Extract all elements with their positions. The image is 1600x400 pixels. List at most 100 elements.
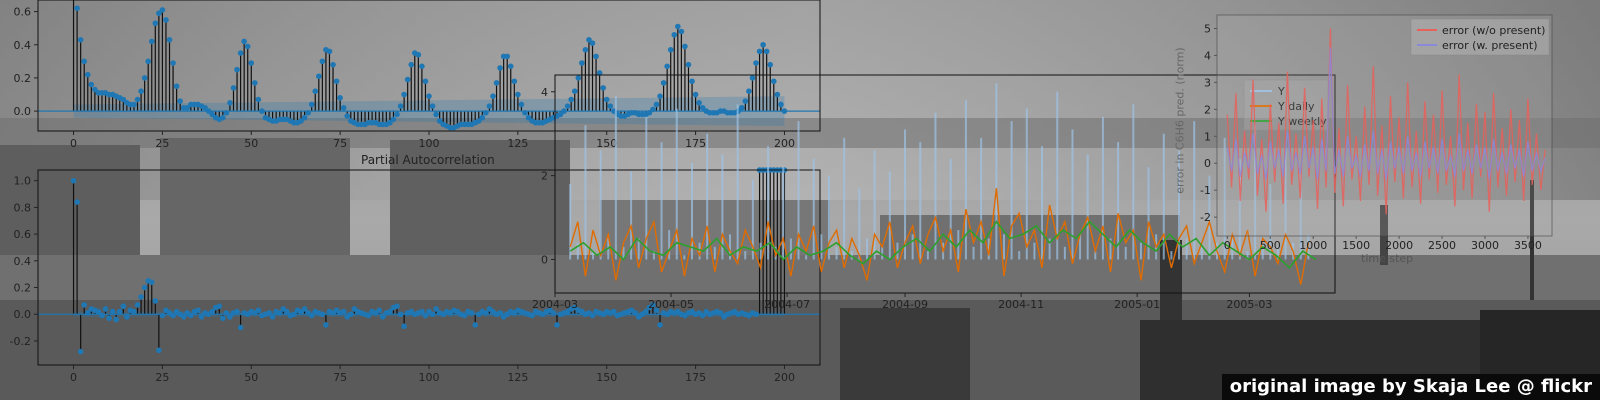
stem-marker — [497, 65, 503, 71]
x-tick-label: 125 — [507, 137, 528, 150]
y-tick-label: 2 — [541, 170, 548, 183]
stem-marker — [376, 307, 383, 314]
stem-marker — [120, 96, 127, 103]
stem-marker — [116, 308, 123, 315]
error-legend: error (w/o present) error (w. present) — [1410, 18, 1550, 56]
x-tick-label: 2004-03 — [532, 298, 578, 311]
stem-marker — [234, 308, 240, 315]
stem-marker — [81, 302, 88, 308]
x-tick-label: 2000 — [1385, 239, 1413, 252]
stem-marker — [415, 51, 422, 58]
stem-marker — [209, 111, 215, 118]
x-tick-label: 25 — [155, 371, 169, 384]
stem-marker — [120, 303, 127, 310]
stem-marker — [148, 279, 155, 285]
acf-chart: 0 25 50 75 100 125 150 175 200 0.0 0.2 0.4 0.6 — [14, 0, 821, 150]
stem-marker — [739, 104, 745, 111]
stem-marker — [756, 48, 763, 55]
stem-marker — [166, 36, 173, 43]
x-tick-label: 0 — [70, 371, 77, 384]
stem-marker — [170, 60, 176, 66]
error-frame — [1216, 14, 1553, 237]
stem-marker — [74, 5, 80, 12]
x-tick-label: 25 — [155, 137, 169, 150]
stem-marker — [611, 308, 617, 315]
stem-marker — [564, 103, 571, 109]
stem-marker — [404, 76, 411, 83]
stem-marker — [234, 66, 240, 73]
error-lines — [1226, 28, 1546, 215]
stem-marker — [255, 96, 262, 103]
stem-marker — [490, 93, 496, 99]
stem-marker — [593, 53, 599, 60]
stem-marker — [518, 101, 525, 108]
stem-marker — [650, 302, 656, 308]
legend-label: error (w/o present) — [1442, 24, 1545, 37]
stem-marker — [95, 308, 102, 315]
stem-marker — [159, 312, 166, 319]
stem-marker — [667, 46, 674, 53]
stem-marker — [689, 78, 695, 85]
x-tick-label: 100 — [419, 137, 440, 150]
x-tick-label: 150 — [596, 137, 617, 150]
y-tick-label: 0.4 — [14, 255, 32, 268]
x-tick-label: 100 — [419, 371, 440, 384]
stem-marker — [742, 98, 749, 104]
stem-marker — [579, 60, 585, 66]
stem-marker — [180, 314, 187, 320]
stem-marker — [603, 96, 610, 103]
stem-marker — [131, 101, 137, 108]
stem-marker — [493, 80, 500, 86]
stem-marker — [220, 315, 226, 322]
x-tick-label: 1500 — [1342, 239, 1370, 252]
stem-marker — [557, 111, 564, 118]
stem-marker — [685, 61, 692, 68]
stem-marker — [774, 91, 781, 98]
x-tick-label: 200 — [774, 371, 795, 384]
stem-marker — [81, 58, 88, 65]
x-tick-label: 150 — [596, 371, 617, 384]
stem-marker — [682, 43, 688, 50]
stem-marker — [696, 100, 702, 106]
stem-marker — [760, 41, 766, 48]
stem-marker — [571, 88, 578, 95]
acf-x-ticks: 0 25 50 75 100 125 150 175 200 — [70, 131, 795, 150]
stem-marker — [643, 308, 649, 315]
stem-marker — [596, 70, 603, 76]
pacf-y-ticks: -0.2 0.0 0.2 0.4 0.6 0.8 1.0 — [10, 175, 38, 348]
stem-marker — [582, 46, 589, 53]
stem-marker — [657, 322, 663, 328]
stem-marker — [429, 103, 436, 109]
stem-marker — [340, 308, 347, 315]
stem-marker — [419, 308, 425, 315]
y-tick-label: 0.6 — [14, 6, 32, 19]
x-tick-label: 175 — [685, 371, 706, 384]
stem-marker — [319, 58, 326, 65]
legend-label: Y — [1277, 85, 1285, 98]
stem-marker — [472, 322, 479, 328]
stem-marker — [241, 38, 247, 45]
y-tick-label: 0.0 — [14, 308, 32, 321]
stem-marker — [699, 104, 706, 111]
stem-marker — [333, 78, 340, 85]
stem-marker — [184, 104, 191, 111]
y-tick-label: 0.4 — [14, 39, 32, 52]
y-tick-label: 4 — [541, 86, 548, 99]
error-y-ticks: -2 -1 0 1 2 3 4 5 — [1200, 22, 1217, 224]
stem-marker — [248, 60, 255, 66]
timeseries-x-ticks: 2004-03 2004-05 2004-07 2004-09 2004-11 2005-… — [532, 293, 1272, 311]
stem-marker — [422, 78, 429, 85]
stem-marker — [308, 101, 315, 108]
y-tick-label: 1 — [1204, 130, 1211, 143]
stem-marker — [312, 88, 319, 95]
stem-marker — [145, 58, 151, 65]
y-tick-label: -1 — [1200, 184, 1211, 197]
error-with-present-line — [1226, 47, 1546, 180]
y-tick-label: 0.6 — [14, 228, 32, 241]
stem-marker — [77, 348, 84, 355]
stem-marker — [284, 308, 290, 315]
stem-marker — [340, 104, 347, 111]
y-tick-label: 0 — [1204, 157, 1211, 170]
error-x-label: time step — [1361, 252, 1414, 265]
stem-marker — [401, 323, 407, 330]
